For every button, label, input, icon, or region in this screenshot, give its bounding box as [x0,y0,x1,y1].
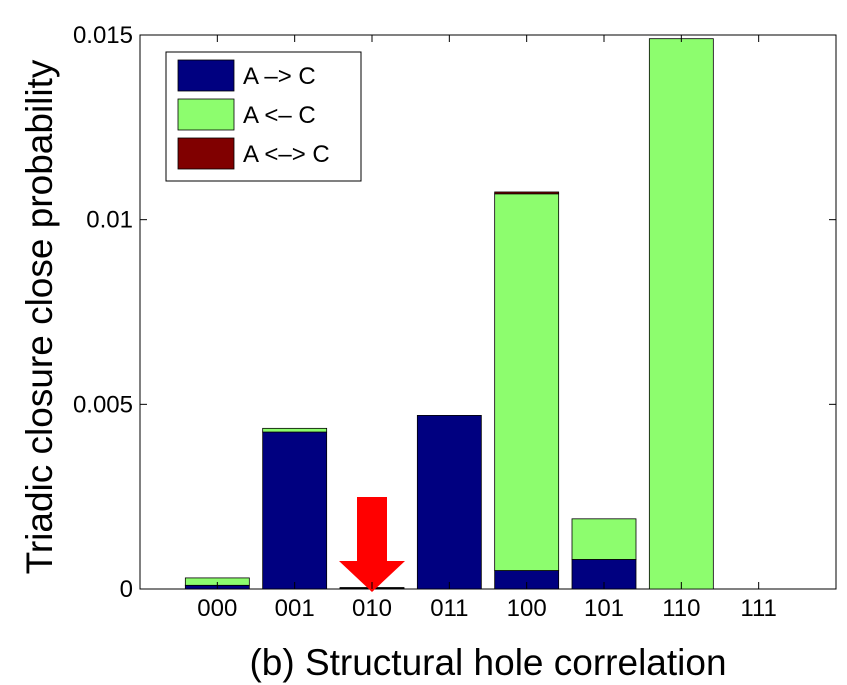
x-tick-label: 010 [352,595,392,622]
bar-001-series-1 [262,427,328,433]
x-tick-label: 111 [740,595,776,622]
bar-110-series-1 [648,38,714,590]
legend-label: A <–> C [243,141,330,168]
legend-swatch [177,137,235,170]
bar-100-series-1 [494,193,560,571]
y-tick-label: 0.01 [86,207,133,234]
y-tick-label: 0.015 [73,22,133,49]
legend-label: A –> C [243,63,316,90]
x-tick-label: 001 [275,595,315,622]
y-tick-label: 0 [120,576,133,603]
red-arrow-annotation [339,497,405,592]
annotation [339,497,405,592]
x-tick-label: 110 [662,595,700,622]
bar-101-series-1 [571,518,637,560]
x-tick-label: 000 [197,595,237,622]
x-axis-title: (b) Structural hole correlation [249,642,726,683]
legend-label: A <– C [243,102,316,129]
y-axis-title: Triadic closure close probability [19,59,60,574]
legend-swatch [177,98,235,131]
x-tick-label: 100 [507,595,547,622]
x-tick-label: 101 [584,595,624,622]
bar-100-series-2 [494,191,560,195]
legend: A –> C A <– C A <–> C [165,51,362,182]
y-tick-label: 0.005 [73,391,133,418]
bar-011-series-0 [416,415,482,590]
axes: 0 0.005 0.01 0.015 000 001 010 011 100 101 110 111 [73,22,836,622]
legend-swatch [177,59,235,92]
x-tick-label: 011 [430,595,468,622]
bar-001-series-0 [262,431,328,590]
bars [184,38,714,590]
